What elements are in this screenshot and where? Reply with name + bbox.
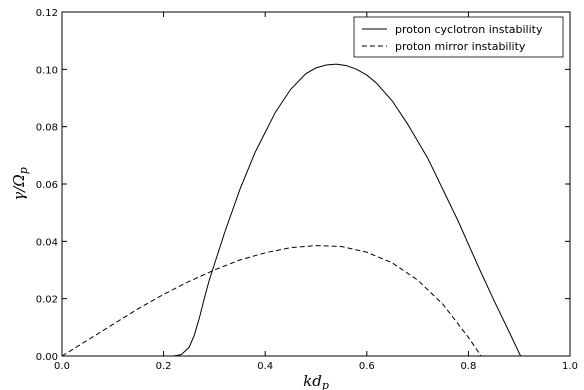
x-tick-label: 0.6: [359, 361, 375, 372]
x-tick-label: 0.0: [54, 361, 70, 372]
legend-label-mirror: proton mirror instability: [395, 40, 526, 53]
y-tick-label: 0.00: [36, 352, 58, 363]
plot-frame: [61, 11, 571, 357]
legend: proton cyclotron instability proton mirr…: [353, 16, 564, 58]
x-axis-label: kdp: [303, 372, 329, 390]
y-tick-label: 0.12: [36, 8, 58, 19]
y-tick-label: 0.10: [36, 65, 58, 76]
y-tick-label: 0.08: [36, 123, 58, 134]
y-tick-label: 0.04: [36, 237, 58, 248]
x-tick-label: 0.4: [257, 361, 273, 372]
x-tick-label: 0.8: [460, 361, 476, 372]
y-axis-label: γ/Ωp: [10, 167, 30, 201]
x-tick-label: 1.0: [562, 361, 578, 372]
series-line-proton-mirror: [62, 245, 482, 356]
y-tick-label: 0.06: [36, 180, 58, 191]
x-tick-label: 0.2: [156, 361, 172, 372]
legend-label-cyclotron: proton cyclotron instability: [395, 23, 543, 36]
legend-box: [353, 16, 564, 58]
y-tick-label: 0.02: [36, 295, 58, 306]
series-line-proton-cyclotron: [173, 63, 522, 356]
